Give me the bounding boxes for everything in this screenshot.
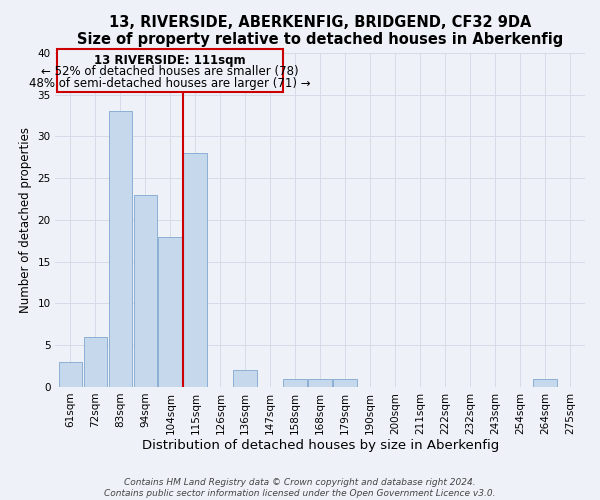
Text: 48% of semi-detached houses are larger (71) →: 48% of semi-detached houses are larger (… (29, 77, 311, 90)
Bar (283, 378, 307, 387)
X-axis label: Distribution of detached houses by size in Aberkenfig: Distribution of detached houses by size … (142, 440, 499, 452)
Bar (158, 236, 182, 387)
Bar (233, 370, 257, 387)
Bar (83, 337, 107, 387)
Text: 13 RIVERSIDE: 111sqm: 13 RIVERSIDE: 111sqm (94, 54, 245, 68)
Y-axis label: Number of detached properties: Number of detached properties (19, 127, 32, 313)
Bar (134, 195, 157, 387)
Text: Contains HM Land Registry data © Crown copyright and database right 2024.
Contai: Contains HM Land Registry data © Crown c… (104, 478, 496, 498)
Bar (334, 378, 357, 387)
Title: 13, RIVERSIDE, ABERKENFIG, BRIDGEND, CF32 9DA
Size of property relative to detac: 13, RIVERSIDE, ABERKENFIG, BRIDGEND, CF3… (77, 15, 563, 48)
Bar (308, 378, 332, 387)
Text: ← 52% of detached houses are smaller (78): ← 52% of detached houses are smaller (78… (41, 66, 299, 78)
Bar (533, 378, 557, 387)
FancyBboxPatch shape (57, 48, 283, 92)
Bar (59, 362, 82, 387)
Bar (184, 153, 207, 387)
Bar (109, 111, 132, 387)
